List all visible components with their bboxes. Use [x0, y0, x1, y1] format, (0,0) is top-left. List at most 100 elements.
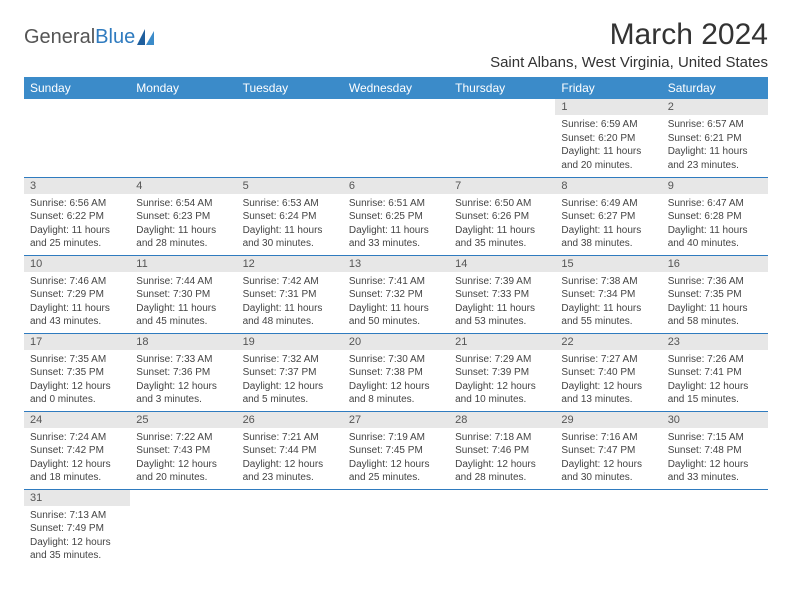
sunrise-text: Sunrise: 7:42 AM: [243, 275, 337, 289]
day-details: Sunrise: 7:38 AMSunset: 7:34 PMDaylight:…: [555, 272, 661, 333]
calendar-day-cell: 25 Sunrise: 7:22 AMSunset: 7:43 PMDayligh…: [130, 411, 236, 489]
daylight-text: Daylight: 11 hours and 20 minutes.: [561, 145, 655, 172]
sunset-text: Sunset: 6:28 PM: [668, 210, 762, 224]
day-number: 2: [662, 99, 768, 115]
sunset-text: Sunset: 7:43 PM: [136, 444, 230, 458]
sunrise-text: Sunrise: 7:32 AM: [243, 353, 337, 367]
daylight-text: Daylight: 12 hours and 3 minutes.: [136, 380, 230, 407]
day-details: Sunrise: 7:18 AMSunset: 7:46 PMDaylight:…: [449, 428, 555, 489]
daylight-text: Daylight: 12 hours and 35 minutes.: [30, 536, 124, 563]
day-details: Sunrise: 6:56 AMSunset: 6:22 PMDaylight:…: [24, 194, 130, 255]
sunset-text: Sunset: 7:29 PM: [30, 288, 124, 302]
daylight-text: Daylight: 11 hours and 53 minutes.: [455, 302, 549, 329]
sunrise-text: Sunrise: 7:39 AM: [455, 275, 549, 289]
sunrise-text: Sunrise: 7:18 AM: [455, 431, 549, 445]
flag-icon: [137, 29, 159, 45]
sunrise-text: Sunrise: 7:44 AM: [136, 275, 230, 289]
day-number: 25: [130, 412, 236, 428]
calendar-day-cell: 29Sunrise: 7:16 AMSunset: 7:47 PMDayligh…: [555, 411, 661, 489]
calendar-week-row: 31Sunrise: 7:13 AMSunset: 7:49 PMDayligh…: [24, 489, 768, 567]
day-details: Sunrise: 7:26 AMSunset: 7:41 PMDaylight:…: [662, 350, 768, 411]
calendar-day-cell: 15Sunrise: 7:38 AMSunset: 7:34 PMDayligh…: [555, 255, 661, 333]
calendar-day-cell: 5Sunrise: 6:53 AMSunset: 6:24 PMDaylight…: [237, 177, 343, 255]
calendar-day-cell: 4Sunrise: 6:54 AMSunset: 6:23 PMDaylight…: [130, 177, 236, 255]
day-number: 18: [130, 334, 236, 350]
calendar-day-cell: [449, 489, 555, 567]
day-details: Sunrise: 7:46 AMSunset: 7:29 PMDaylight:…: [24, 272, 130, 333]
brand-logo: GeneralBlue: [24, 18, 159, 49]
daylight-text: Daylight: 12 hours and 8 minutes.: [349, 380, 443, 407]
day-number: 30: [662, 412, 768, 428]
sunset-text: Sunset: 7:35 PM: [30, 366, 124, 380]
day-number: 16: [662, 256, 768, 272]
sunrise-text: Sunrise: 7:29 AM: [455, 353, 549, 367]
calendar-day-cell: 6Sunrise: 6:51 AMSunset: 6:25 PMDaylight…: [343, 177, 449, 255]
sunrise-text: Sunrise: 7:27 AM: [561, 353, 655, 367]
weekday-header-cell: Saturday: [662, 77, 768, 99]
title-block: March 2024 Saint Albans, West Virginia, …: [490, 18, 768, 71]
day-number: 1: [555, 99, 661, 115]
sunset-text: Sunset: 7:30 PM: [136, 288, 230, 302]
daylight-text: Daylight: 12 hours and 10 minutes.: [455, 380, 549, 407]
daylight-text: Daylight: 11 hours and 23 minutes.: [668, 145, 762, 172]
calendar-day-cell: [555, 489, 661, 567]
sunrise-text: Sunrise: 6:59 AM: [561, 118, 655, 132]
day-number: 28: [449, 412, 555, 428]
calendar-day-cell: 2Sunrise: 6:57 AMSunset: 6:21 PMDaylight…: [662, 99, 768, 177]
day-number: 21: [449, 334, 555, 350]
weekday-header-cell: Sunday: [24, 77, 130, 99]
sunset-text: Sunset: 7:48 PM: [668, 444, 762, 458]
day-details: Sunrise: 6:54 AMSunset: 6:23 PMDaylight:…: [130, 194, 236, 255]
day-details: Sunrise: 7:33 AMSunset: 7:36 PMDaylight:…: [130, 350, 236, 411]
sunrise-text: Sunrise: 6:54 AM: [136, 197, 230, 211]
sunset-text: Sunset: 6:24 PM: [243, 210, 337, 224]
day-details: Sunrise: 7:21 AMSunset: 7:44 PMDaylight:…: [237, 428, 343, 489]
daylight-text: Daylight: 12 hours and 30 minutes.: [561, 458, 655, 485]
day-number: 26: [237, 412, 343, 428]
calendar-week-row: 10Sunrise: 7:46 AMSunset: 7:29 PMDayligh…: [24, 255, 768, 333]
calendar-week-row: 24Sunrise: 7:24 AMSunset: 7:42 PMDayligh…: [24, 411, 768, 489]
sunset-text: Sunset: 6:27 PM: [561, 210, 655, 224]
daylight-text: Daylight: 11 hours and 45 minutes.: [136, 302, 230, 329]
day-number: 29: [555, 412, 661, 428]
calendar-day-cell: [449, 99, 555, 177]
sunrise-text: Sunrise: 7:21 AM: [243, 431, 337, 445]
calendar-day-cell: [130, 489, 236, 567]
daylight-text: Daylight: 11 hours and 43 minutes.: [30, 302, 124, 329]
calendar-day-cell: 13Sunrise: 7:41 AMSunset: 7:32 PMDayligh…: [343, 255, 449, 333]
sunrise-text: Sunrise: 7:46 AM: [30, 275, 124, 289]
sunrise-text: Sunrise: 7:38 AM: [561, 275, 655, 289]
sunrise-text: Sunrise: 7:33 AM: [136, 353, 230, 367]
daylight-text: Daylight: 11 hours and 25 minutes.: [30, 224, 124, 251]
daylight-text: Daylight: 12 hours and 28 minutes.: [455, 458, 549, 485]
day-number: 12: [237, 256, 343, 272]
day-number: 6: [343, 178, 449, 194]
sunset-text: Sunset: 7:44 PM: [243, 444, 337, 458]
calendar-day-cell: [24, 99, 130, 177]
sunset-text: Sunset: 7:42 PM: [30, 444, 124, 458]
calendar-day-cell: [662, 489, 768, 567]
calendar-day-cell: [237, 489, 343, 567]
sunrise-text: Sunrise: 7:36 AM: [668, 275, 762, 289]
calendar-day-cell: 14Sunrise: 7:39 AMSunset: 7:33 PMDayligh…: [449, 255, 555, 333]
calendar-table: SundayMondayTuesdayWednesdayThursdayFrid…: [24, 77, 768, 567]
day-details: Sunrise: 7:42 AMSunset: 7:31 PMDaylight:…: [237, 272, 343, 333]
day-number: 11: [130, 256, 236, 272]
daylight-text: Daylight: 12 hours and 25 minutes.: [349, 458, 443, 485]
day-details: Sunrise: 7:27 AMSunset: 7:40 PMDaylight:…: [555, 350, 661, 411]
sunrise-text: Sunrise: 7:22 AM: [136, 431, 230, 445]
daylight-text: Daylight: 11 hours and 33 minutes.: [349, 224, 443, 251]
calendar-day-cell: 16Sunrise: 7:36 AMSunset: 7:35 PMDayligh…: [662, 255, 768, 333]
sunrise-text: Sunrise: 7:15 AM: [668, 431, 762, 445]
sunrise-text: Sunrise: 6:57 AM: [668, 118, 762, 132]
daylight-text: Daylight: 12 hours and 20 minutes.: [136, 458, 230, 485]
weekday-header-cell: Monday: [130, 77, 236, 99]
day-details: Sunrise: 6:49 AMSunset: 6:27 PMDaylight:…: [555, 194, 661, 255]
day-details: Sunrise: 7:41 AMSunset: 7:32 PMDaylight:…: [343, 272, 449, 333]
calendar-day-cell: 31Sunrise: 7:13 AMSunset: 7:49 PMDayligh…: [24, 489, 130, 567]
brand-part1: General: [24, 26, 95, 49]
calendar-day-cell: 8Sunrise: 6:49 AMSunset: 6:27 PMDaylight…: [555, 177, 661, 255]
day-details: Sunrise: 6:57 AMSunset: 6:21 PMDaylight:…: [662, 115, 768, 176]
sunset-text: Sunset: 6:25 PM: [349, 210, 443, 224]
sunrise-text: Sunrise: 6:53 AM: [243, 197, 337, 211]
